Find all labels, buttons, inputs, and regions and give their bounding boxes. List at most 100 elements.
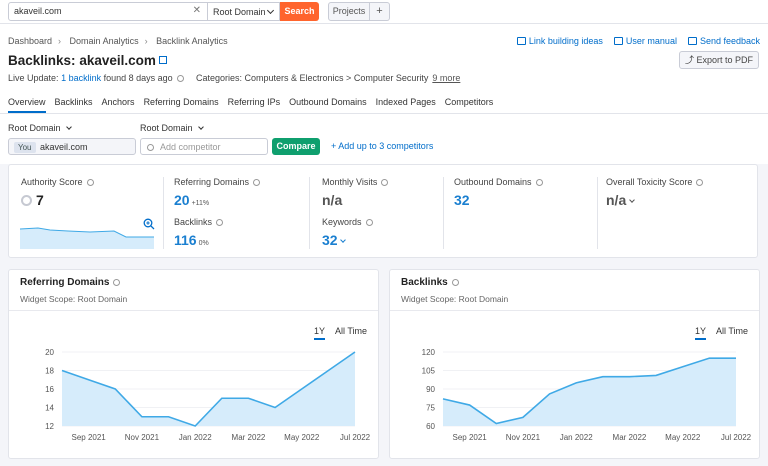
data-point[interactable] xyxy=(166,414,171,419)
chevron-right-icon: › xyxy=(58,36,62,46)
data-point[interactable] xyxy=(326,368,331,373)
authority-sparkline xyxy=(20,227,154,249)
more-categories-link[interactable]: 9 more xyxy=(432,73,461,83)
search-button[interactable]: Search xyxy=(280,2,319,21)
y-tick-label: 90 xyxy=(426,385,435,394)
competitor-input[interactable]: Add competitor xyxy=(140,138,268,155)
tab-referring-ips[interactable]: Referring IPs xyxy=(227,97,281,107)
zoom-icon[interactable] xyxy=(143,218,155,230)
x-tick-label: Jul 2022 xyxy=(721,433,752,442)
data-point[interactable] xyxy=(353,350,358,355)
data-point[interactable] xyxy=(654,373,659,378)
compare-button[interactable]: Compare xyxy=(272,138,320,155)
widget-scope: Widget Scope: Root Domain xyxy=(401,294,509,304)
tab-overview[interactable]: Overview xyxy=(8,97,46,113)
chevron-down-icon[interactable] xyxy=(340,237,347,243)
info-icon[interactable] xyxy=(365,219,373,226)
send-feedback-link[interactable]: Send feedback xyxy=(687,36,760,46)
range-1y[interactable]: 1Y xyxy=(694,326,706,340)
range-all-time[interactable]: All Time xyxy=(334,326,367,336)
x-tick-label: Mar 2022 xyxy=(232,433,266,442)
divider xyxy=(390,310,759,311)
data-point[interactable] xyxy=(60,368,65,373)
info-icon[interactable] xyxy=(451,279,459,286)
x-tick-label: Jan 2022 xyxy=(179,433,212,442)
data-point[interactable] xyxy=(680,364,685,369)
referring-domains-metric[interactable]: Referring Domains 20 +11% xyxy=(174,177,261,208)
info-icon[interactable] xyxy=(253,179,261,186)
keywords-metric[interactable]: Keywords 32 xyxy=(322,217,373,248)
tab-backlinks[interactable]: Backlinks xyxy=(54,97,93,107)
data-point[interactable] xyxy=(574,380,579,385)
x-tick-label: May 2022 xyxy=(665,433,701,442)
series-area xyxy=(443,358,736,426)
backlink-link[interactable]: 1 backlink xyxy=(61,73,102,83)
add-competitors-link[interactable]: + Add up to 3 competitors xyxy=(331,141,434,151)
info-icon[interactable] xyxy=(535,179,543,186)
tab-outbound-domains[interactable]: Outbound Domains xyxy=(289,97,367,107)
info-icon[interactable] xyxy=(381,179,389,186)
x-tick-label: May 2022 xyxy=(284,433,320,442)
root-domain-select-1[interactable]: Root Domain xyxy=(8,123,72,133)
export-icon: ⤴ xyxy=(684,55,694,65)
data-point[interactable] xyxy=(139,414,144,419)
info-icon[interactable] xyxy=(176,75,184,82)
data-point[interactable] xyxy=(494,421,499,426)
scope-select[interactable]: Root Domain xyxy=(208,2,280,21)
link-building-ideas-link[interactable]: Link building ideas xyxy=(516,36,603,46)
title-domain[interactable]: akaveil.com xyxy=(79,53,156,68)
info-icon[interactable] xyxy=(696,179,704,186)
data-point[interactable] xyxy=(520,415,525,420)
data-point[interactable] xyxy=(627,374,632,379)
add-project-button[interactable]: + xyxy=(370,2,390,21)
range-1y[interactable]: 1Y xyxy=(313,326,325,340)
user-manual-link[interactable]: User manual xyxy=(613,36,677,46)
breadcrumb-dashboard[interactable]: Dashboard xyxy=(8,36,53,46)
toxicity-score-metric[interactable]: Overall Toxicity Score n/a xyxy=(606,177,704,208)
data-point[interactable] xyxy=(193,424,198,429)
info-icon[interactable] xyxy=(86,179,94,186)
referring-domains-widget: Referring Domains Widget Scope: Root Dom… xyxy=(8,269,379,459)
y-tick-label: 105 xyxy=(422,367,436,376)
outbound-domains-metric[interactable]: Outbound Domains 32 xyxy=(454,177,543,208)
authority-score-metric: Authority Score 7 xyxy=(21,177,94,208)
data-point[interactable] xyxy=(547,391,552,396)
data-point[interactable] xyxy=(707,356,712,361)
book-icon xyxy=(613,37,623,45)
info-icon[interactable] xyxy=(113,279,121,286)
data-point[interactable] xyxy=(86,377,91,382)
x-tick-label: Sep 2021 xyxy=(453,433,488,442)
data-point[interactable] xyxy=(734,356,739,361)
data-point[interactable] xyxy=(273,405,278,410)
tab-indexed-pages[interactable]: Indexed Pages xyxy=(375,97,436,107)
data-point[interactable] xyxy=(219,396,224,401)
clear-icon[interactable]: ✕ xyxy=(192,5,201,16)
tab-anchors[interactable]: Anchors xyxy=(101,97,135,107)
data-point[interactable] xyxy=(299,387,304,392)
data-point[interactable] xyxy=(113,387,118,392)
external-link-icon[interactable] xyxy=(158,56,167,64)
domain-search-input[interactable]: akaveil.com ✕ xyxy=(8,2,208,21)
tab-competitors[interactable]: Competitors xyxy=(444,97,494,107)
range-toggle: 1Y All Time xyxy=(313,326,367,340)
summary-card: Authority Score 7 Referring Domains 20 +1… xyxy=(8,164,758,258)
y-tick-label: 12 xyxy=(45,422,54,431)
data-point[interactable] xyxy=(246,396,251,401)
x-tick-label: Sep 2021 xyxy=(72,433,107,442)
breadcrumb-domain-analytics[interactable]: Domain Analytics xyxy=(69,36,139,46)
you-domain-field[interactable]: You akaveil.com xyxy=(8,138,136,155)
backlinks-metric[interactable]: Backlinks 116 0% xyxy=(174,217,224,248)
data-point[interactable] xyxy=(467,403,472,408)
chevron-down-icon[interactable] xyxy=(629,197,635,203)
range-all-time[interactable]: All Time xyxy=(715,326,748,336)
projects-button[interactable]: Projects xyxy=(328,2,370,21)
data-point[interactable] xyxy=(600,374,605,379)
data-point[interactable] xyxy=(441,396,446,401)
megaphone-icon xyxy=(516,37,526,45)
export-pdf-button[interactable]: ⤴ Export to PDF xyxy=(679,51,759,69)
header-links: Link building ideas User manual Send fee… xyxy=(516,36,760,46)
root-domain-select-2[interactable]: Root Domain xyxy=(140,123,204,133)
info-icon[interactable] xyxy=(216,219,224,226)
tab-referring-domains[interactable]: Referring Domains xyxy=(143,97,219,107)
top-bar: akaveil.com ✕ Root Domain Search Project… xyxy=(0,0,768,24)
